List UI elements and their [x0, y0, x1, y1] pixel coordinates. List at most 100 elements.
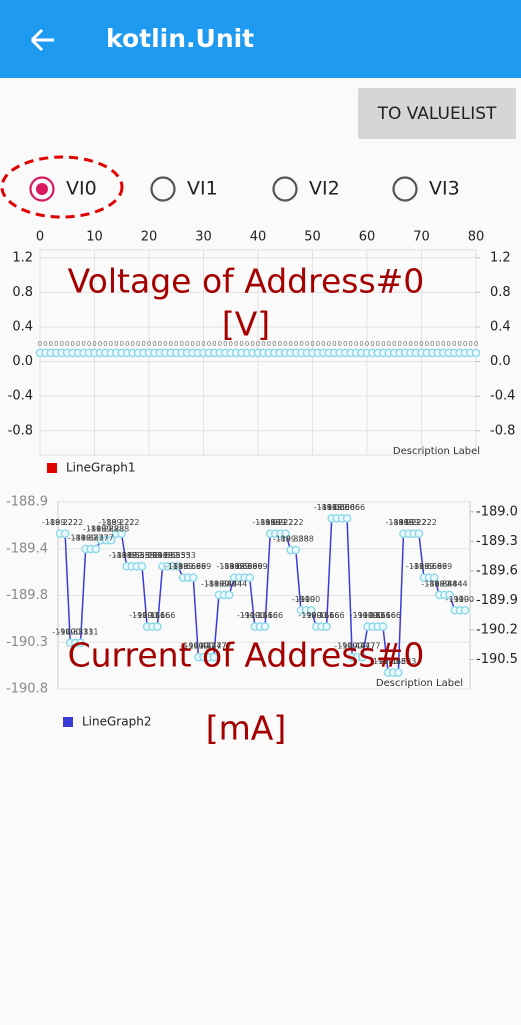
- legend-label: LineGraph2: [82, 715, 151, 729]
- value-label: -190.331: [52, 627, 88, 636]
- value-label: 0: [419, 340, 423, 348]
- value-label: 0: [196, 340, 200, 348]
- value-label: 0: [54, 340, 58, 348]
- value-label: 0: [397, 340, 401, 348]
- value-label: 0: [38, 340, 42, 348]
- value-label: 0: [474, 340, 478, 348]
- radio-label: VI0: [66, 178, 97, 200]
- value-label: -190.166: [365, 611, 401, 620]
- value-label: 0: [376, 340, 380, 348]
- description-label: Description Label: [376, 678, 463, 689]
- value-label: 0: [343, 340, 347, 348]
- data-point: [445, 590, 454, 600]
- x-tick-label: 50: [304, 230, 321, 245]
- to-valuelist-button[interactable]: TO VALUELIST: [358, 88, 516, 139]
- app-bar: [0, 0, 521, 78]
- value-label: 0: [288, 340, 292, 348]
- value-label: -189.669: [416, 562, 452, 571]
- value-label: -190: [451, 595, 469, 604]
- back-button[interactable]: [30, 28, 54, 52]
- value-label: 0: [76, 340, 80, 348]
- value-label: -190: [446, 595, 464, 604]
- value-label: -189.288: [83, 525, 119, 534]
- x-tick-label: 70: [413, 230, 430, 245]
- value-label: 0: [141, 340, 145, 348]
- value-label: -189.669: [232, 562, 268, 571]
- radio-option[interactable]: VI0: [29, 176, 97, 202]
- value-label: 0: [283, 340, 287, 348]
- back-arrow: [30, 28, 54, 52]
- charts: 1.2 0.8 0.4 0.0 -0.4 -0.8 1.2 0.8 0.4 0.0 -0.4 -0.8…: [6, 230, 518, 748]
- value-label: -189.844: [427, 579, 463, 588]
- value-label: 0: [109, 340, 113, 348]
- data-point: [188, 573, 198, 582]
- x-tick-label: 60: [359, 230, 376, 245]
- data-point: [76, 638, 85, 648]
- value-label: 0: [147, 340, 151, 348]
- value-label: -189.553: [160, 551, 196, 560]
- value-label: -189.222: [385, 518, 421, 527]
- value-label: -190.633: [370, 657, 406, 666]
- y2-tick-label: -190.2: [476, 622, 518, 637]
- value-label: 0: [43, 340, 47, 348]
- radio-group: VI0 VI1 VI2 VI3: [29, 176, 460, 202]
- y2-tick-label: -0.4: [490, 389, 515, 404]
- value-label: -189.222: [396, 518, 432, 527]
- radio-option[interactable]: VI3: [392, 176, 460, 202]
- y2-tick-label: 0.8: [490, 285, 511, 300]
- value-label: -190.166: [139, 611, 175, 620]
- value-label: 0: [201, 340, 205, 348]
- data-point: [91, 544, 101, 554]
- value-label: -189.844: [201, 579, 237, 588]
- radio-option[interactable]: VI1: [150, 176, 218, 202]
- value-label: -189.066: [329, 503, 365, 512]
- value-label: -190: [302, 595, 320, 604]
- app-title: kotlin.Unit: [106, 24, 254, 53]
- data-point: [322, 622, 331, 631]
- value-label: -189.553: [150, 551, 186, 560]
- value-label: -189.844: [432, 579, 468, 588]
- y2-tick-label: -0.8: [490, 423, 515, 438]
- value-label: -190.477: [334, 642, 370, 651]
- data-point: [460, 605, 470, 615]
- radio-label: VI3: [429, 178, 460, 200]
- data-point: [378, 622, 388, 631]
- radio-circle: [29, 176, 55, 202]
- value-label: 0: [256, 340, 260, 348]
- x-tick-label: 20: [141, 230, 158, 245]
- value-label: 0: [125, 340, 129, 348]
- value-label: 0: [272, 340, 276, 348]
- value-label: -190.166: [298, 611, 334, 620]
- button-label: TO VALUELIST: [377, 104, 497, 124]
- data-point: [414, 529, 424, 538]
- value-label: -189.669: [411, 562, 447, 571]
- value-label: 0: [321, 340, 325, 348]
- chart: -188.9 -189.4 -189.8 -190.3 -190.8 -189.0 -189…: [6, 495, 518, 748]
- data-point: [260, 622, 270, 631]
- value-label: -190.633: [375, 657, 411, 666]
- value-label: -189.288: [93, 525, 129, 534]
- y2-tick-label: 0.0: [490, 354, 511, 369]
- radio-option[interactable]: VI2: [272, 176, 340, 202]
- data-point: [209, 652, 219, 662]
- y-tick-label: -190.3: [6, 635, 48, 650]
- data-point: [358, 652, 367, 662]
- value-label: -190.166: [237, 611, 273, 620]
- description-label: Description Label: [393, 446, 480, 457]
- value-label: 0: [294, 340, 298, 348]
- value-label: 0: [218, 340, 222, 348]
- button-bg: [358, 88, 516, 139]
- data-point: [117, 529, 126, 538]
- data-point: [173, 561, 183, 571]
- value-label: 0: [207, 340, 211, 348]
- highlight-ellipse: [0, 155, 124, 219]
- radio-label: VI2: [309, 178, 340, 200]
- value-label: -189.066: [319, 503, 355, 512]
- value-label: -189.669: [170, 562, 206, 571]
- value-label: 0: [87, 340, 91, 348]
- value-label: -190.633: [380, 657, 416, 666]
- value-label: -190.166: [360, 611, 396, 620]
- y2-tick-label: -189.9: [476, 593, 518, 608]
- data-point: [306, 605, 316, 615]
